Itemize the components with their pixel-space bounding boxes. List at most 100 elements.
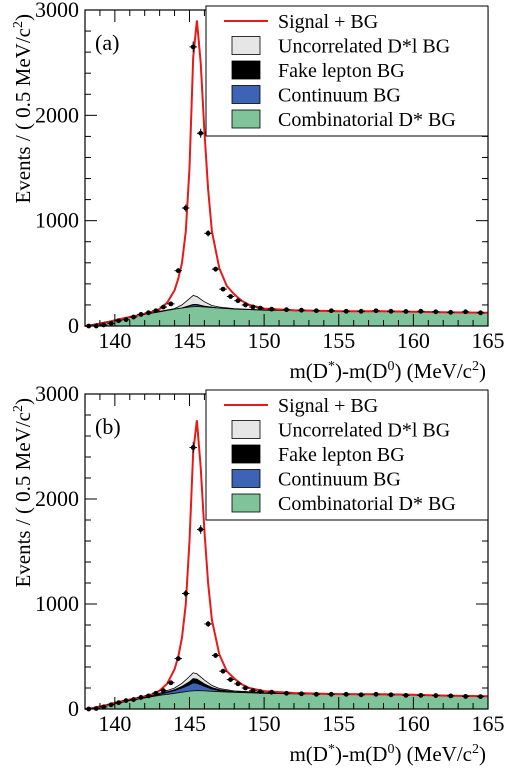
data-point: [269, 306, 274, 312]
data-point: [116, 700, 121, 706]
legend-label: Continuum BG: [278, 85, 401, 107]
y-tick-label: 0: [68, 313, 79, 338]
data-point: [257, 689, 263, 695]
data-point: [175, 268, 181, 274]
x-tick-label: 150: [248, 328, 281, 353]
data-point: [373, 308, 379, 314]
data-point: [403, 692, 409, 698]
panel-label: (a): [95, 30, 119, 55]
y-axis-label-sup: 2: [11, 21, 26, 28]
y-tick-label: 1000: [35, 591, 79, 616]
data-point: [198, 130, 204, 136]
data-point: [138, 695, 144, 700]
data-point: [146, 310, 151, 316]
x-axis-label-sup: *: [328, 359, 335, 374]
y-tick-label: 1000: [35, 208, 79, 233]
data-point: [328, 691, 334, 697]
data-point: [131, 697, 136, 702]
data-point: [418, 308, 424, 314]
data-point: [257, 305, 263, 311]
legend-color-swatch: [231, 36, 261, 55]
data-point: [343, 308, 349, 314]
y-axis-label-part: Events / ( 0.5 MeV/c: [11, 412, 35, 588]
panel-b: 140 145 150 155 160 165 0 1000 2000 3000 m(D*)-m(D…: [11, 381, 505, 766]
x-axis-label-sup: *: [328, 742, 335, 757]
y-axis-label-part: ): [11, 398, 35, 405]
legend-label: Combinatorial D* BG: [278, 493, 456, 515]
data-point: [343, 691, 349, 697]
data-point: [116, 318, 121, 324]
y-axis-label-sup: 2: [11, 405, 26, 412]
data-point: [153, 690, 159, 696]
data-point: [160, 688, 166, 694]
x-axis-label-part: )-m(D: [335, 359, 387, 383]
data-point: [313, 308, 319, 314]
data-point: [235, 298, 241, 304]
y-axis-label-part: ): [11, 14, 35, 21]
data-point: [220, 286, 226, 292]
x-tick-label: 140: [98, 711, 131, 736]
data-point: [228, 677, 233, 682]
legend-label: Combinatorial D* BG: [278, 109, 456, 131]
y-axis-label-part: Events / ( 0.5 MeV/c: [11, 28, 35, 204]
data-point: [138, 312, 144, 317]
data-point: [358, 308, 364, 314]
data-point: [108, 320, 114, 326]
x-axis-label-part: )-m(D: [335, 742, 387, 766]
y-tick-label: 0: [68, 696, 79, 721]
data-point: [175, 656, 181, 661]
data-point: [123, 698, 129, 703]
y-tick-label: 2000: [35, 102, 79, 127]
x-axis-label-part: m(D: [289, 742, 328, 766]
x-tick-label: 145: [173, 328, 206, 353]
x-tick-label: 160: [397, 328, 430, 353]
legend-label: Signal + BG: [278, 395, 378, 417]
data-point: [388, 308, 394, 314]
legend-color-swatch: [231, 420, 261, 439]
data-point: [463, 309, 469, 315]
x-tick-label: 140: [98, 328, 131, 353]
data-point: [388, 692, 394, 698]
data-point: [403, 309, 409, 314]
x-tick-label: 150: [248, 711, 281, 736]
legend-color-swatch: [231, 60, 261, 80]
legend-label: Continuum BG: [278, 469, 401, 491]
y-axis-label: Events / ( 0.5 MeV/c2): [11, 14, 35, 204]
data-point: [250, 304, 256, 310]
data-point: [373, 691, 379, 697]
data-point: [228, 294, 233, 299]
data-point: [243, 685, 248, 691]
data-point: [183, 205, 189, 211]
data-point: [478, 694, 483, 700]
data-point: [299, 307, 304, 313]
data-point: [198, 527, 204, 532]
data-point: [284, 307, 289, 313]
legend-label: Uncorrelated D*l BG: [278, 36, 450, 58]
x-tick-label: 145: [173, 711, 206, 736]
data-point: [269, 689, 274, 695]
x-tick-label: 155: [322, 328, 355, 353]
y-tick-label: 3000: [35, 0, 79, 22]
x-tick-label: 155: [322, 711, 355, 736]
x-axis-label-part: ) (MeV/c: [394, 359, 472, 383]
panel-a: 140 145 150 155 160 165 0 1000 2000 3000 m(D*)-m(D…: [11, 0, 505, 383]
data-point: [358, 692, 364, 698]
legend-label: Fake lepton BG: [278, 444, 405, 466]
data-point: [205, 621, 211, 627]
x-axis-label: m(D*)-m(D0) (MeV/c2): [289, 742, 486, 766]
x-axis-label: m(D*)-m(D0) (MeV/c2): [289, 359, 486, 383]
legend-color-swatch: [231, 493, 261, 513]
data-point: [101, 322, 107, 328]
data-point: [313, 691, 319, 697]
x-tick-label: 165: [472, 328, 505, 353]
x-axis-label-sup: 0: [387, 359, 394, 374]
data-point: [418, 692, 424, 698]
legend-color-swatch: [231, 85, 261, 104]
data-point: [235, 681, 241, 687]
data-point: [123, 317, 129, 323]
data-point: [168, 301, 174, 307]
legend-label: Signal + BG: [278, 11, 378, 33]
